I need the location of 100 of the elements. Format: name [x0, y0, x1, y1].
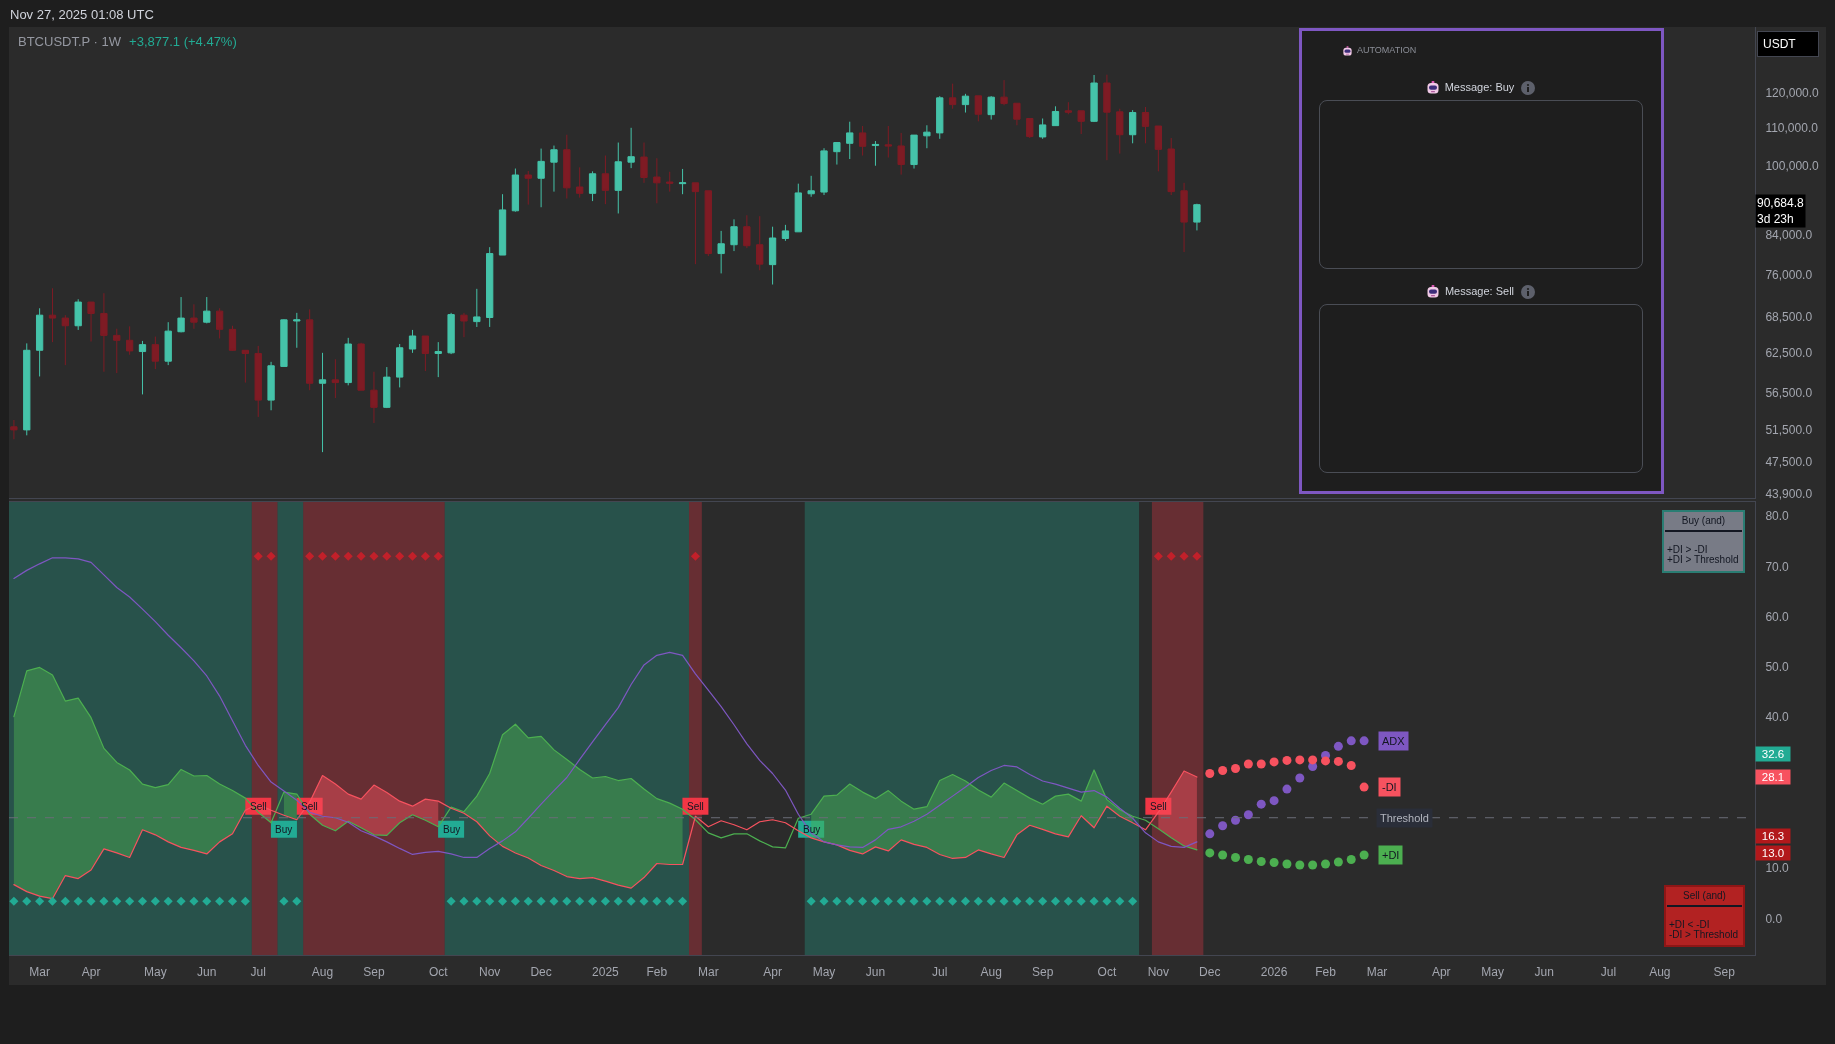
y-tick-label: 60.0: [1765, 609, 1790, 624]
point: [407, 551, 418, 561]
x-tick-label: Jul: [1600, 965, 1617, 980]
candlestick: [1013, 102, 1021, 126]
candlestick: [331, 358, 340, 399]
y-tick-label: 51,500.0: [1765, 423, 1813, 438]
candlestick: [473, 288, 481, 328]
candlestick: [125, 325, 134, 356]
candlestick: [1193, 203, 1201, 231]
text: +3,877.1 (+4.47%): [129, 34, 237, 49]
candlestick: [781, 224, 790, 242]
point: [1231, 815, 1241, 825]
candlestick: [434, 341, 442, 378]
candlestick: [370, 371, 378, 424]
candlestick: [280, 318, 288, 367]
point: [1243, 810, 1253, 820]
annotation: Sell: [1150, 801, 1167, 812]
y-tick-label: 76,000.0: [1765, 268, 1813, 283]
point: [317, 551, 328, 561]
y-axis-title: USDT: [1763, 37, 1797, 51]
candlestick: [936, 95, 944, 140]
candlestick: [460, 312, 468, 338]
candlestick: [768, 226, 777, 286]
candlestick: [1090, 74, 1098, 123]
candlestick: [23, 342, 31, 436]
x-tick-label: Jul: [250, 965, 266, 980]
candlestick: [1141, 106, 1150, 144]
condition-box: Sell (and) +DI < -DI -DI > Threshold: [1664, 885, 1745, 947]
point: [433, 551, 443, 561]
x-tick-label: Sep: [1713, 965, 1736, 980]
y-tick-label: 120,000.0: [1765, 86, 1820, 101]
x-tick-label: Dec: [530, 965, 552, 980]
point: [1256, 799, 1266, 809]
candlestick: [344, 337, 352, 386]
candlestick: [241, 349, 250, 384]
x-tick-label: Feb: [646, 965, 668, 980]
point: [1192, 551, 1202, 561]
y-tick-label: 56,500.0: [1765, 386, 1813, 401]
candlestick: [318, 352, 327, 453]
point: [1205, 769, 1215, 778]
y-tick-label: 68,500.0: [1765, 309, 1813, 324]
x-tick-label: Nov: [479, 965, 501, 980]
candlestick: [588, 170, 597, 202]
candlestick: [524, 170, 532, 206]
candlestick: [100, 292, 108, 373]
point: [1359, 850, 1369, 860]
y-tick-label: 80.0: [1765, 509, 1790, 524]
annotation: 32.6: [1761, 748, 1785, 760]
y-tick-label: 50.0: [1765, 660, 1790, 675]
x-tick-label: Oct: [1097, 965, 1117, 980]
candlestick: [177, 296, 185, 333]
y-tick-label: 110,000.0: [1765, 121, 1819, 135]
point: [1282, 859, 1292, 869]
text: 90,684.8 3d 23h: [1757, 196, 1805, 226]
point: [1333, 857, 1343, 867]
text: BTCUSDT.P · 1W: [18, 34, 122, 49]
candlestick: [1103, 74, 1111, 161]
point: [1282, 784, 1292, 794]
point: [343, 551, 353, 561]
candlestick: [228, 325, 237, 352]
x-tick-label: Jun: [865, 965, 886, 980]
point: [305, 551, 315, 561]
candlestick: [164, 321, 172, 366]
annotation: 16.3: [1761, 830, 1785, 842]
candlestick: [408, 329, 417, 354]
point: [1231, 852, 1241, 862]
ref-line-label: Threshold: [1380, 812, 1429, 824]
candlestick: [1180, 182, 1188, 253]
x-tick-label: May: [144, 965, 167, 980]
point: [1243, 759, 1253, 769]
candlestick: [203, 296, 211, 324]
point: [1321, 859, 1331, 869]
candlestick: [704, 190, 712, 257]
point: [1218, 765, 1228, 775]
y-tick-label: 47,500.0: [1765, 455, 1813, 470]
candlestick: [190, 303, 198, 330]
point: [1333, 741, 1343, 751]
point: [1205, 848, 1215, 858]
x-tick-label: May: [1481, 965, 1505, 980]
candlestick: [897, 132, 905, 176]
candlestick: [627, 127, 635, 169]
point: [1269, 796, 1279, 806]
candlestick: [640, 142, 648, 184]
candlestick: [1154, 125, 1163, 172]
text: AUTOMATION: [1357, 45, 1417, 56]
candlestick: [794, 183, 802, 233]
candlestick: [486, 246, 494, 328]
point: [1179, 551, 1189, 561]
candlestick: [383, 366, 391, 409]
point: [253, 551, 263, 561]
point: [1346, 854, 1356, 864]
candlestick: [820, 147, 828, 196]
series-label: ADX: [1382, 735, 1406, 747]
point: [1269, 857, 1279, 867]
candlestick: [833, 142, 841, 166]
candlestick: [74, 298, 82, 331]
x-tick-label: Mar: [29, 965, 50, 980]
point: [356, 551, 366, 561]
y-tick-label: 84,000.0: [1765, 228, 1813, 243]
x-tick-label: Mar: [697, 965, 719, 980]
